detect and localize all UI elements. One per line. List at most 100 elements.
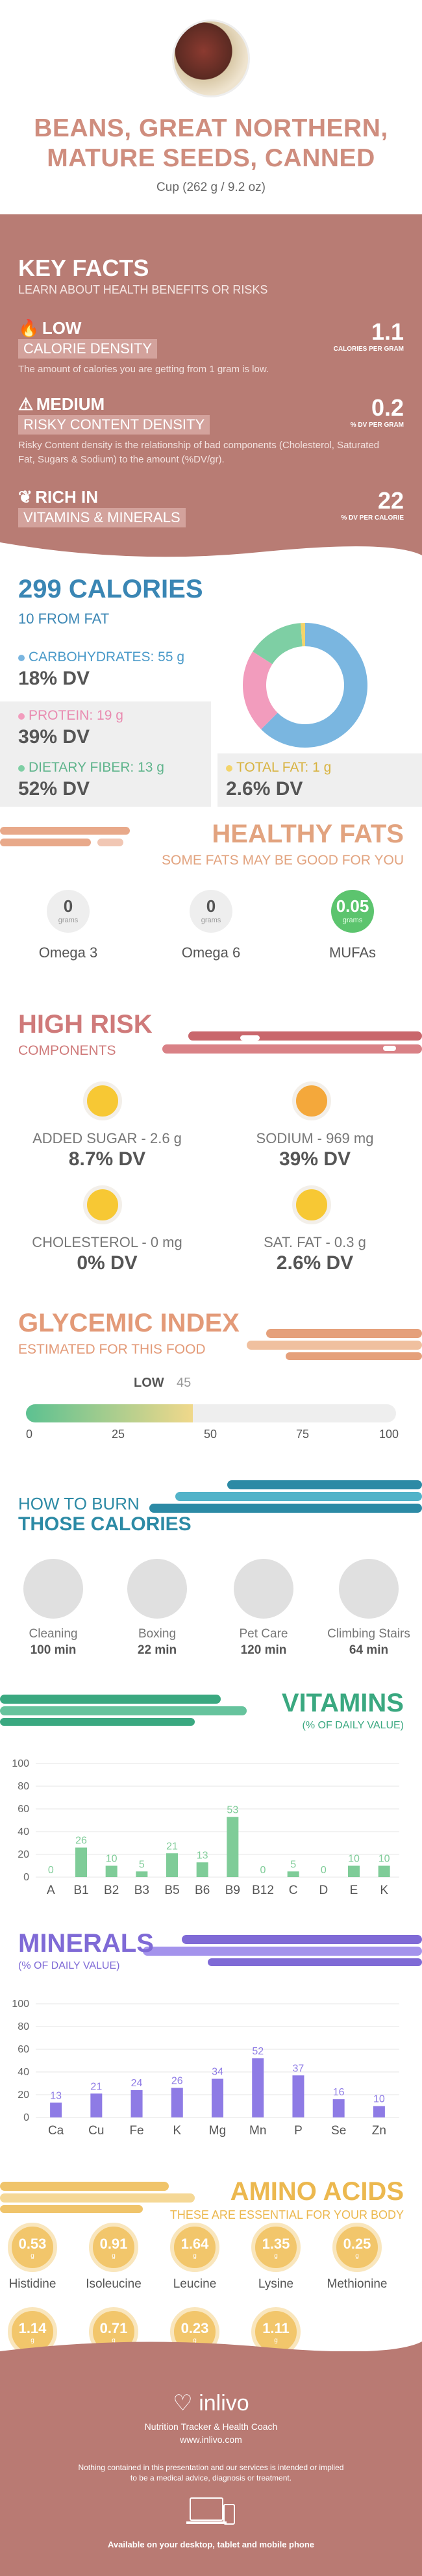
heart-icon: ♡ (173, 2391, 193, 2416)
mufas-circle: 0.05 grams (331, 890, 374, 933)
glycemic-value: 45 (177, 1376, 192, 1390)
y-tick-label: 60 (18, 2044, 29, 2055)
key-facts-title: KEY FACTS (18, 255, 149, 281)
fat-value: 0 (206, 896, 216, 916)
bar-value-label: 13 (197, 1850, 208, 1861)
macro-label: CARBOHYDRATES: 55 g (29, 650, 185, 664)
amino-value: 0.25 (343, 2236, 371, 2252)
category-label: B5 (164, 1884, 179, 1897)
macro-fiber: DIETARY FIBER: 13 g 52% DV (18, 760, 213, 800)
bar-value-label: 26 (171, 2076, 183, 2087)
category-label: B12 (252, 1884, 274, 1897)
food-title: BEANS, GREAT NORTHERN, MATURE SEEDS, CAN… (0, 114, 422, 173)
fat-unit: grams (58, 916, 79, 924)
amino-circle: 1.64 g (170, 2223, 219, 2272)
footer-tagline: Nutrition Tracker & Health Coach (144, 2421, 278, 2432)
key-facts-bottom-wave (0, 542, 422, 565)
bar-C (287, 1871, 299, 1877)
calories-title: 299 CALORIES (18, 575, 203, 603)
protein-dot-icon (18, 713, 25, 720)
amino-circle: 0.53 g (8, 2223, 57, 2272)
amino-label: Isoleucine (86, 2277, 142, 2291)
category-label: B2 (104, 1884, 119, 1897)
category-label: D (319, 1884, 328, 1897)
bar-B1 (75, 1847, 87, 1877)
key-fact-tag: VITAMINS & MINERALS (18, 508, 186, 527)
key-fact-tag: CALORIE DENSITY (18, 339, 158, 359)
glycemic-tick: 50 (204, 1428, 217, 1441)
bar-value-label: 26 (75, 1836, 87, 1847)
key-fact-value: 1.1 (371, 318, 404, 345)
donut-slice-carbohydrates (261, 623, 367, 748)
key-fact-unit: CALORIES PER GRAM (333, 346, 404, 353)
bar-Mg (212, 2078, 223, 2117)
glycemic-tick: 25 (112, 1428, 125, 1441)
key-fact-description: Risky Content density is the relationshi… (18, 440, 380, 465)
donut-slice-protein (243, 651, 279, 729)
category-label: K (173, 2124, 181, 2138)
food-photo (172, 19, 250, 97)
vitamins-bar-chart: 0204060801000A26B110B25B321B513B653B90B1… (12, 1758, 399, 1897)
key-fact-risky-density: ⚠ MEDIUM (18, 394, 105, 414)
category-label: B6 (195, 1884, 210, 1897)
bar-value-label: 52 (252, 2046, 264, 2057)
glycemic-tick: 100 (379, 1428, 399, 1441)
amino-value: 1.14 (18, 2320, 47, 2336)
amino-value: 0.71 (99, 2320, 128, 2336)
bar-value-label: 21 (90, 2081, 102, 2092)
food-title-line1: BEANS, GREAT NORTHERN, (34, 114, 388, 142)
footer: ♡ inlivo Nutrition Tracker & Health Coac… (0, 2351, 422, 2576)
cleaning-illustration (23, 1559, 83, 1619)
amino-value: 1.64 (180, 2236, 209, 2252)
y-tick-label: 80 (18, 1781, 29, 1792)
risk-label: SODIUM - 969 mg (256, 1130, 374, 1146)
bar-value-label: 0 (48, 1865, 54, 1876)
footer-disclaimer-1: Nothing contained in this presentation a… (78, 2463, 344, 2472)
burn-time: 22 min (137, 1643, 177, 1657)
y-tick-label: 40 (18, 2067, 29, 2078)
amino-decor-stripes (0, 2182, 195, 2213)
glycemic-decor-stripes (247, 1329, 422, 1360)
bar-value-label: 21 (166, 1841, 178, 1852)
bar-K (171, 2088, 183, 2117)
amino-circle: 0.91 g (89, 2223, 138, 2272)
category-label: E (350, 1884, 358, 1897)
amino-unit: g (274, 2337, 278, 2344)
bar-value-label: 16 (333, 2087, 345, 2098)
category-label: B1 (73, 1884, 88, 1897)
flame-icon: 🔥 (18, 318, 40, 338)
donut-slice-fiber (253, 623, 303, 665)
fat-label: Omega 6 (181, 944, 241, 961)
vitamins-subtitle: (% OF DAILY VALUE) (302, 1720, 404, 1731)
bar-Ca (50, 2102, 62, 2117)
footer-disclaimer-2: to be a medical advice, diagnosis or tre… (130, 2473, 292, 2482)
bar-value-label: 0 (321, 1865, 327, 1876)
smiley-icon (292, 1081, 331, 1120)
burn-time: 100 min (30, 1643, 77, 1657)
key-fact-unit: % DV PER GRAM (350, 422, 404, 429)
burn-title-2: THOSE CALORIES (18, 1513, 192, 1535)
bar-Fe (130, 2090, 143, 2117)
brand-logo[interactable]: ♡ inlivo (0, 2390, 422, 2416)
risk-dv: 2.6% DV (276, 1252, 354, 1274)
risk-dv: 0% DV (77, 1252, 138, 1274)
macro-dv: 52% DV (18, 778, 90, 800)
amino-circle: 0.25 g (332, 2223, 382, 2272)
bar-value-label: 34 (212, 2067, 223, 2078)
bar-value-label: 10 (379, 1854, 390, 1865)
protein-bg (0, 701, 211, 755)
burn-time: 64 min (349, 1643, 389, 1657)
fat-unit: grams (342, 916, 363, 924)
minerals-subtitle: (% OF DAILY VALUE) (18, 1960, 120, 1971)
macro-dv: 39% DV (18, 726, 90, 748)
burn-label: Pet Care (239, 1627, 288, 1641)
fat-bg (217, 753, 422, 807)
minerals-decor-stripes (143, 1935, 422, 1966)
macro-label: TOTAL FAT: 1 g (236, 760, 332, 775)
y-tick-label: 20 (18, 2090, 29, 2101)
bar-value-label: 53 (227, 1804, 238, 1815)
glycemic-level: LOW (134, 1376, 164, 1390)
bar-value-label: 37 (293, 2063, 304, 2074)
footer-url[interactable]: www.inlivo.com (180, 2434, 242, 2445)
macro-fat: TOTAL FAT: 1 g 2.6% DV (226, 760, 408, 800)
